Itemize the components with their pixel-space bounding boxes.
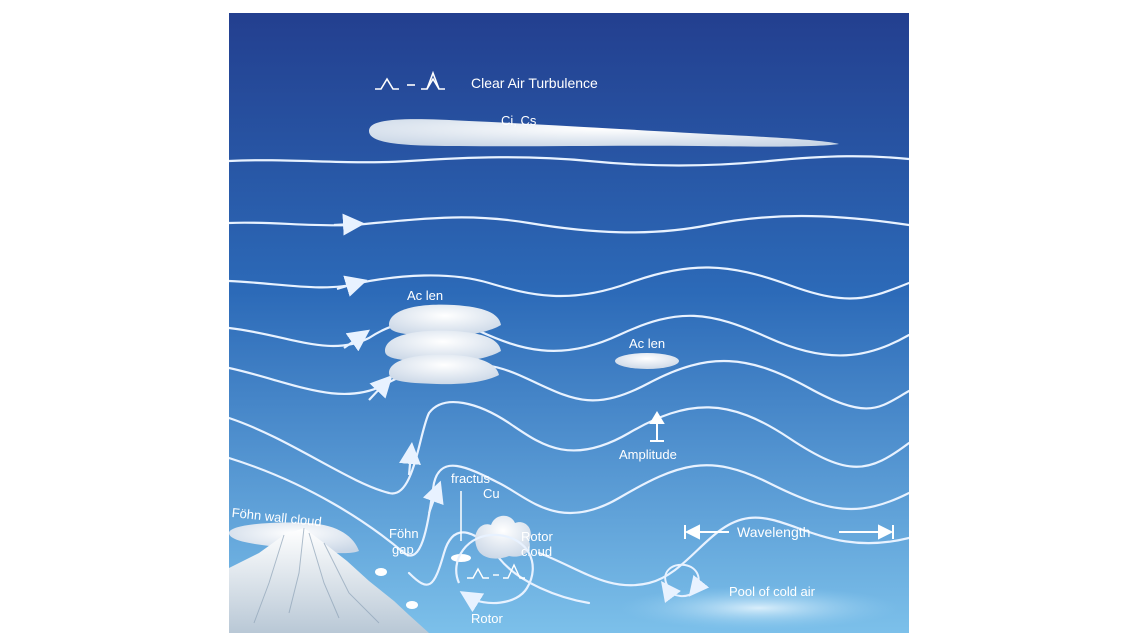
- cloud-fragment-1: [375, 568, 387, 576]
- ci-cs-cloud: [369, 119, 839, 147]
- mountain-ridges: [253, 527, 380, 624]
- mountain-wave-diagram: Clear Air Turbulence Ci, Cs Ac len Ac le…: [229, 13, 909, 633]
- ac-len-right-cloud: [615, 353, 679, 369]
- ac-len-stack-cloud: [385, 304, 501, 385]
- streamline-5: [229, 360, 909, 410]
- fractus-cu-label-line2: Cu: [483, 486, 500, 501]
- ci-cs-label: Ci, Cs: [501, 113, 537, 128]
- fractus-cloud: [451, 554, 471, 562]
- flow-arrow-5: [399, 442, 421, 476]
- amplitude-label: Amplitude: [619, 447, 677, 462]
- cold-air-pool-glow: [619, 586, 899, 630]
- ac-len-right-label: Ac len: [629, 336, 665, 351]
- streamlines: [229, 155, 909, 605]
- streamline-2: [229, 214, 909, 234]
- cold-air-circulation: [660, 563, 710, 604]
- flow-arrow-6: [422, 480, 444, 514]
- mountain: [229, 528, 429, 633]
- flow-arrow-4: [368, 374, 393, 401]
- rotor-label: Rotor: [471, 611, 503, 626]
- fohn-gap-label-line1: Föhn: [389, 526, 419, 541]
- amplitude-marker: [649, 411, 665, 442]
- cat-symbol: [375, 70, 445, 90]
- streamline-8: [537, 516, 909, 587]
- rotor-circulation: [455, 533, 534, 613]
- streamline-1: [229, 155, 909, 167]
- flow-arrows: [333, 213, 444, 514]
- ac-len-left-label: Ac len: [407, 288, 443, 303]
- pool-cold-air-label: Pool of cold air: [729, 584, 816, 599]
- flow-arrow-2: [336, 275, 368, 297]
- streamline-9: [407, 531, 591, 605]
- fractus-cu-label-line1: fractus: [451, 471, 491, 486]
- rotor-cloud: [475, 515, 531, 559]
- cloud-fragment-2: [406, 601, 418, 609]
- wavelength-marker: [684, 524, 894, 540]
- sky-background: [229, 13, 909, 633]
- flow-arrow-3: [343, 329, 370, 352]
- fohn-gap-label-line2: gap: [392, 542, 414, 557]
- clear-air-turbulence-label: Clear Air Turbulence: [471, 75, 598, 91]
- flow-arrow-1: [333, 213, 365, 236]
- streamline-6: [229, 401, 909, 495]
- streamline-7: [229, 456, 909, 557]
- rotor-cloud-label-line2: cloud: [521, 544, 552, 559]
- rotor-turbulence-symbol: [467, 563, 525, 579]
- wavelength-label: Wavelength: [737, 524, 810, 540]
- rotor-cloud-label-line1: Rotor: [521, 529, 553, 544]
